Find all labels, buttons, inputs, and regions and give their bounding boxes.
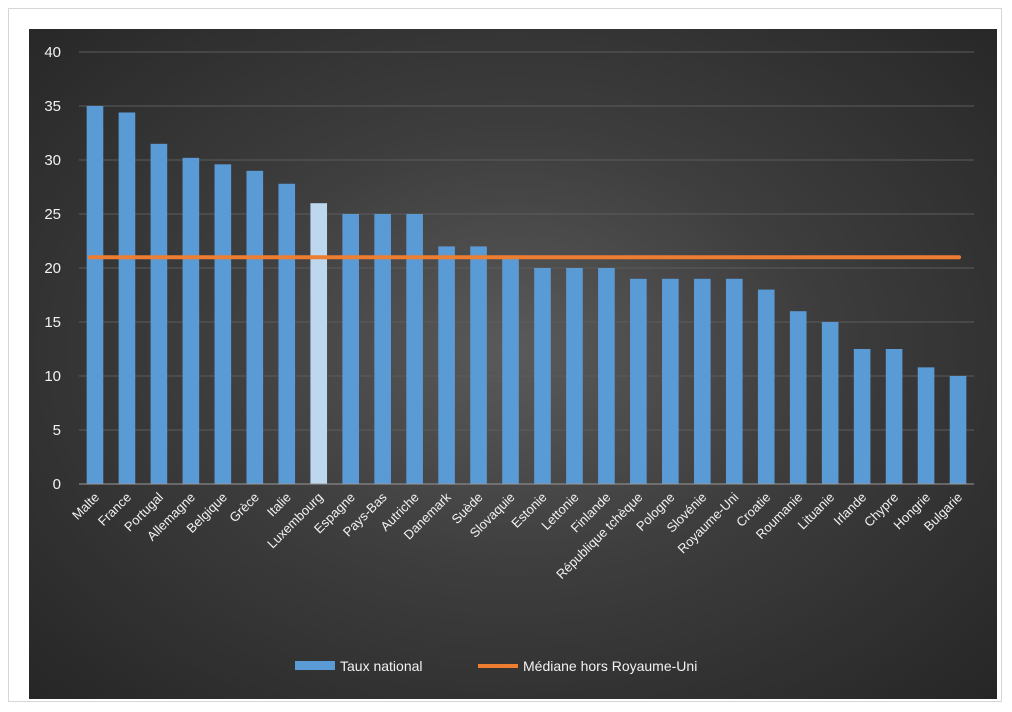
y-tick-label: 15 [44,314,61,331]
y-tick-label: 10 [44,368,61,385]
chart-frame: 0 5 10 15 20 25 30 35 40 Malte France Portugal Alle… [8,8,1002,702]
bar-lituanie [821,322,839,484]
chart-area: 0 5 10 15 20 25 30 35 40 Malte France Portugal Alle… [29,29,997,699]
bar-gr-ce [246,170,264,485]
bar-su-de [470,246,487,484]
bars [86,106,967,485]
bar-luxembourg [310,203,328,484]
bar-portugal [150,143,168,485]
bar-france [118,112,136,484]
x-axis-categories: MalteFrancePortugalAllemagneBelgiqueGrèc… [69,489,965,582]
bar-finlande [598,268,615,484]
y-tick-label: 20 [44,260,61,277]
bar-italie [278,183,296,484]
bar-croatie [757,289,775,484]
bar-pologne [662,278,679,484]
bar-chart: 0 5 10 15 20 25 30 35 40 MalteFrancePortugalAlle… [44,44,974,674]
legend-swatch-bar [295,661,335,670]
bar-lettonie [566,268,583,484]
bar-slov-nie [693,278,711,484]
y-tick-label: 40 [44,44,61,61]
y-tick-label: 30 [44,152,61,169]
bar-slovaquie [502,257,519,484]
bar-pays-bas [374,214,391,484]
x-category-label: Grèce [226,490,262,526]
bar-espagne [342,214,360,484]
bar-hongrie [917,367,935,484]
bar-allemagne [182,157,200,484]
bar-belgique [214,164,232,484]
bar-autriche [406,214,423,484]
bar-chypre [885,349,903,484]
legend-label-line: Médiane hors Royaume-Uni [523,658,697,674]
y-tick-label: 5 [53,422,61,439]
gridlines [79,51,974,431]
y-tick-label: 25 [44,206,61,223]
bar-malte [86,106,104,484]
y-tick-label: 0 [53,476,61,493]
y-axis-ticks: 0 5 10 15 20 25 30 35 40 [44,44,61,493]
legend: Taux national Médiane hors Royaume-Uni [295,658,697,674]
bar-r-publique-tch-que [630,278,647,484]
bar-bulgarie [949,376,967,484]
y-tick-label: 35 [44,98,61,115]
bar-irlande [853,349,871,484]
bar-roumanie [789,311,807,484]
legend-label-bar: Taux national [340,658,423,674]
bar-estonie [534,268,551,484]
bar-danemark [438,246,455,484]
bar-royaume-uni [725,278,743,484]
